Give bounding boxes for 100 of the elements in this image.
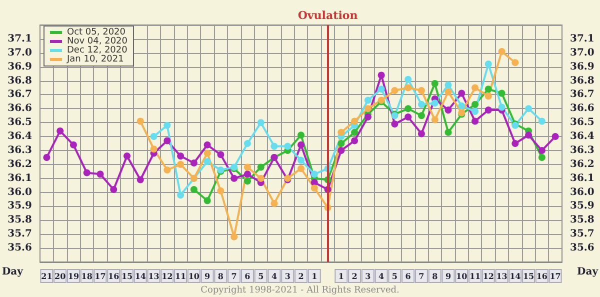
point: [484, 92, 492, 100]
point: [338, 140, 345, 147]
point: [538, 154, 546, 161]
legend-label: Oct 05, 2020: [67, 28, 126, 38]
x-tick-label: 14: [134, 271, 146, 281]
y2-tick-label: 37.0: [570, 47, 594, 58]
y-tick-label: 36.0: [8, 186, 32, 198]
point: [257, 119, 264, 126]
y-tick-label: 35.9: [8, 200, 32, 212]
point: [404, 84, 412, 92]
point: [404, 76, 412, 83]
point: [472, 100, 478, 108]
text: Copyright 1998-2021 - All Rights Reserved.: [200, 286, 400, 296]
point: [230, 233, 238, 240]
x-tick-label: 14: [510, 271, 522, 281]
point: [378, 86, 385, 93]
y-tick-label: 37.0: [8, 47, 32, 58]
y2-tick-label: 36.1: [570, 172, 594, 184]
y-tick-label: 35.8: [8, 214, 32, 226]
y2-tick-label: 35.8: [570, 214, 594, 226]
x-tick-label: 20: [54, 271, 66, 281]
point: [498, 104, 506, 111]
x-tick-label: 16: [108, 271, 120, 281]
point: [257, 174, 264, 182]
y-tick-label: 36.8: [8, 75, 32, 86]
y2-tick-label: 36.5: [570, 117, 594, 128]
x-tick-label: 21: [41, 271, 52, 281]
point: [257, 164, 264, 171]
x-tick-label: 16: [536, 271, 548, 281]
point: [498, 48, 506, 55]
x-tick-label: 19: [68, 271, 80, 281]
x-tick-label: 2: [298, 271, 304, 281]
point: [43, 154, 50, 161]
y-tick-label: 36.4: [8, 131, 32, 142]
x-tick-label: 3: [284, 271, 291, 281]
y-tick-label: 36.6: [8, 103, 32, 114]
point: [83, 169, 90, 176]
x-tick-label: 15: [121, 271, 133, 281]
point: [444, 106, 452, 114]
x-tick-label: 12: [162, 271, 173, 281]
x-tick-label: 9: [445, 271, 452, 281]
point: [164, 166, 171, 174]
point: [338, 128, 345, 136]
point: [136, 118, 144, 125]
y-tick-label: 36.3: [8, 144, 32, 156]
point: [177, 152, 184, 160]
point: [177, 192, 184, 199]
point: [484, 106, 492, 114]
point: [351, 128, 358, 136]
point: [190, 186, 198, 194]
legend-label: Dec 12, 2020: [67, 46, 128, 56]
x-tick-label: 1: [312, 271, 318, 281]
point: [418, 130, 425, 138]
y2-tick-label: 36.7: [570, 89, 594, 100]
x-tick-label: 9: [204, 271, 211, 281]
point: [96, 170, 104, 178]
point: [270, 142, 278, 150]
point: [150, 146, 158, 153]
point: [444, 128, 452, 136]
point: [525, 132, 532, 139]
x-tick-label: 10: [456, 271, 468, 281]
point: [512, 140, 519, 147]
x-tick-label: 8: [432, 271, 438, 281]
y2-tick-label: 37.1: [570, 33, 594, 44]
point: [538, 146, 546, 154]
y-tick-label: 35.6: [8, 242, 32, 254]
x-tick-label: 7: [418, 271, 424, 281]
point: [484, 60, 492, 68]
legend-label: Jan 10, 2021: [66, 54, 124, 64]
y-tick-label: 36.7: [8, 89, 32, 100]
x-tick-label: 8: [218, 271, 224, 281]
x-tick-label: 6: [244, 271, 251, 281]
x-tick-label: 11: [469, 271, 481, 281]
point: [244, 178, 251, 185]
legend-label: Nov 04, 2020: [67, 36, 128, 46]
y-tick-label: 36.5: [8, 117, 32, 128]
point: [338, 146, 345, 154]
x-tick-label: 5: [392, 271, 398, 281]
point: [458, 102, 466, 110]
y-tick-label: 36.1: [8, 172, 32, 184]
x-tick-label: 17: [550, 271, 561, 281]
text: Day: [2, 266, 23, 278]
y-tick-label: 35.7: [8, 228, 32, 240]
point: [284, 142, 292, 150]
point: [472, 108, 478, 115]
x-tick-label: 2: [352, 271, 358, 281]
x-tick-label: 15: [522, 271, 534, 281]
x-tick-label: 4: [271, 271, 278, 281]
y2-tick-label: 36.6: [570, 103, 594, 114]
x-tick-label: 10: [188, 271, 200, 281]
ref-line-label: Ovulation: [298, 9, 358, 22]
point: [364, 114, 372, 121]
x-tick-label: 4: [378, 271, 385, 281]
point: [204, 141, 211, 148]
y2-tick-label: 35.6: [570, 242, 594, 254]
point: [177, 160, 184, 168]
y-tick-label: 36.2: [8, 158, 32, 170]
point: [404, 105, 412, 112]
point: [56, 127, 64, 134]
point: [431, 100, 438, 107]
